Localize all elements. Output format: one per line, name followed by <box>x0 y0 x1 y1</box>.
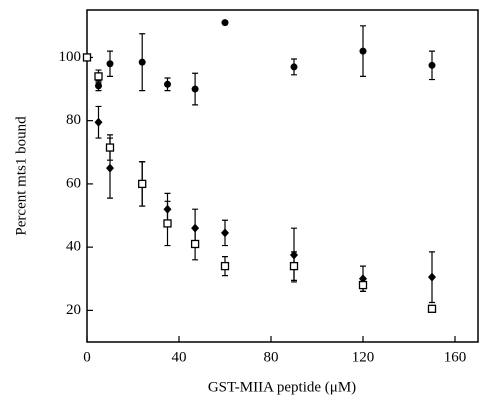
x-axis-label: GST-MIIA peptide (μM) <box>208 379 356 395</box>
data-point <box>106 60 114 68</box>
data-point <box>359 47 367 55</box>
data-point <box>164 80 171 88</box>
data-point <box>221 19 229 27</box>
x-tick-label: 160 <box>444 349 467 365</box>
data-point <box>221 228 229 238</box>
data-point <box>105 143 115 152</box>
x-tick-label: 40 <box>172 349 187 365</box>
data-point <box>358 280 368 290</box>
plot-frame <box>86 9 479 343</box>
data-point <box>138 179 147 189</box>
y-tick-label: 20 <box>66 302 81 318</box>
x-tick-label: 0 <box>83 349 91 365</box>
x-tick-label: 80 <box>264 349 279 365</box>
data-point <box>190 239 200 249</box>
data-point <box>428 61 436 69</box>
data-point <box>106 163 114 173</box>
data-point <box>82 53 92 62</box>
data-point <box>138 58 146 66</box>
y-axis-label: Percent mts1 bound <box>13 116 29 236</box>
y-tick-label: 100 <box>59 49 82 65</box>
data-point <box>163 219 172 228</box>
data-point <box>191 85 199 93</box>
data-point <box>94 117 103 127</box>
data-point <box>427 304 437 313</box>
x-tick-label: 120 <box>352 349 375 365</box>
y-tick-label: 40 <box>66 239 81 255</box>
data-point <box>289 261 299 271</box>
data-point <box>220 261 230 271</box>
y-tick-label: 80 <box>66 112 81 128</box>
data-point <box>428 272 436 282</box>
data-point <box>290 63 298 71</box>
data-point <box>94 72 103 81</box>
y-tick-label: 60 <box>66 175 81 191</box>
data-point <box>95 82 102 90</box>
